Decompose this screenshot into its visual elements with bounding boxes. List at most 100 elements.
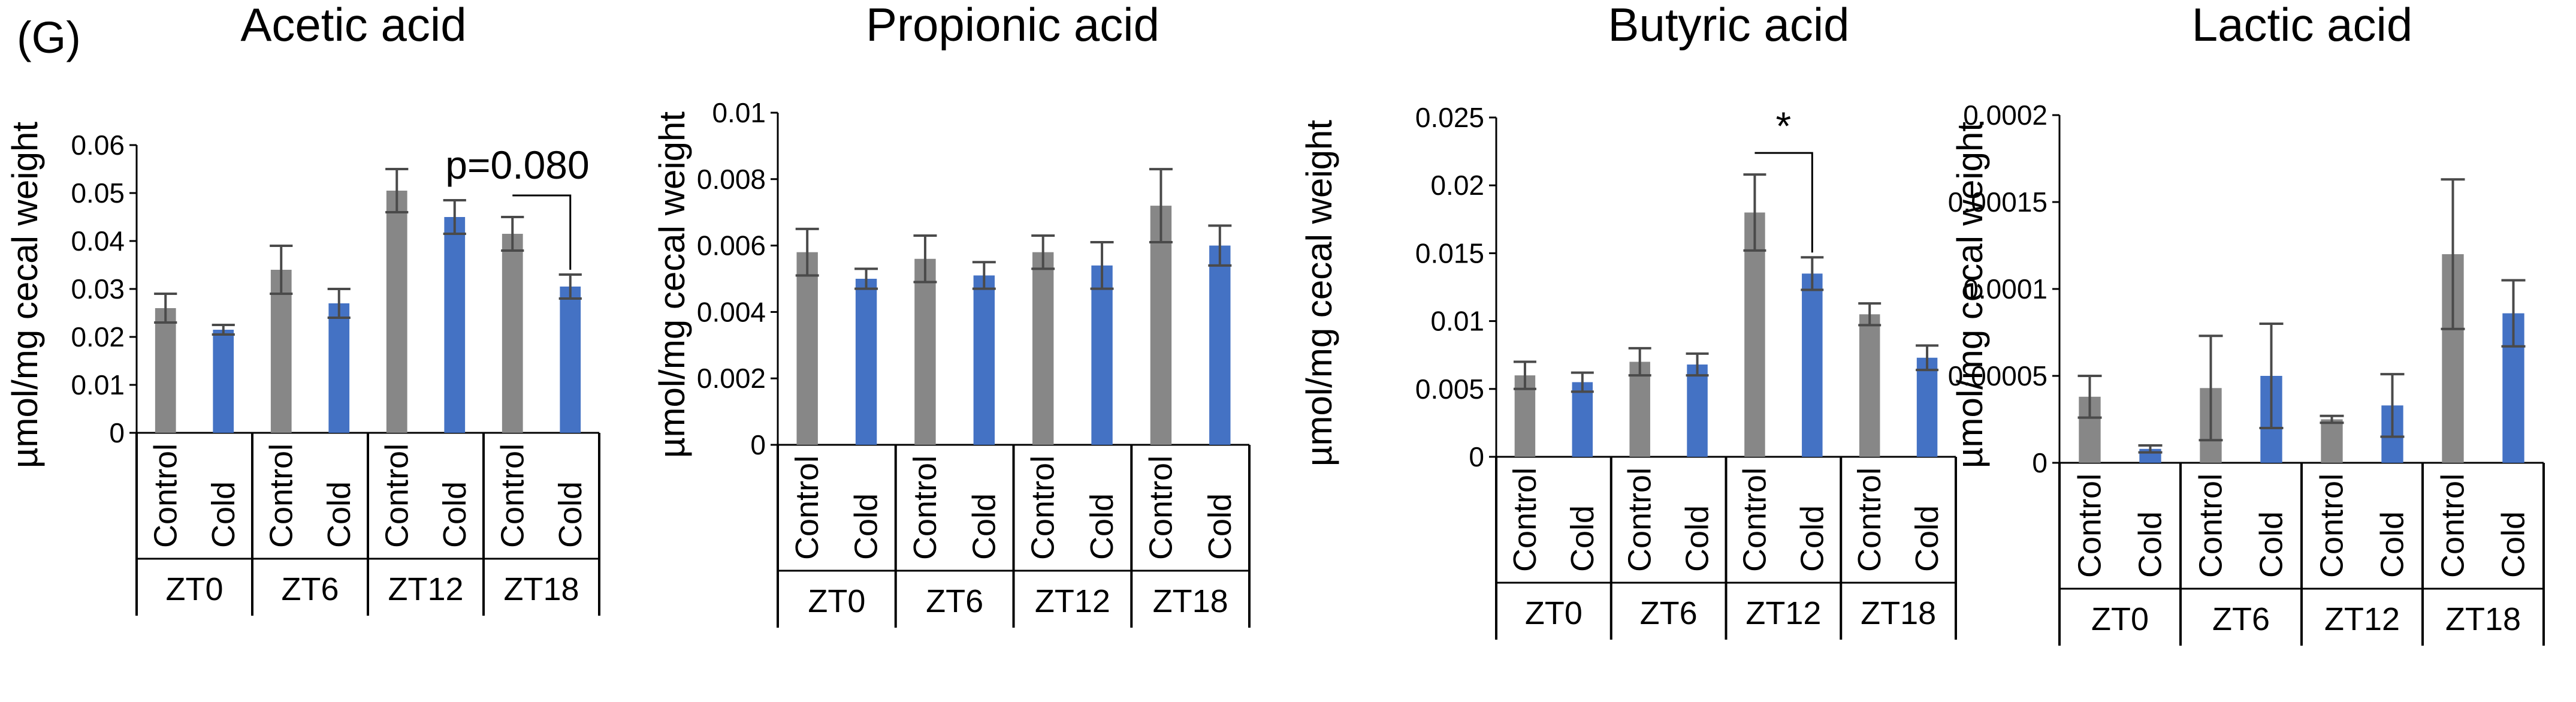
category-label: Control — [147, 444, 183, 548]
y-tick-label: 0 — [750, 429, 766, 460]
category-label: Control — [907, 456, 943, 560]
group-label: ZT6 — [2212, 601, 2270, 637]
chart-acetic-acid: Acetic acid µmol/mg cecal weight 0 0.01 0.02… — [5, 0, 600, 616]
significance-bracket — [1754, 152, 1813, 253]
y-tick-label: 0 — [2032, 447, 2047, 478]
category-label: Cold — [1794, 505, 1830, 572]
category-label: Cold — [1565, 505, 1600, 572]
chart-title: Butyric acid — [1608, 0, 1849, 51]
group-label: ZT0 — [165, 571, 223, 607]
significance-label: p=0.080 — [445, 143, 589, 187]
group-label: ZT0 — [808, 583, 865, 619]
category-label: Control — [1143, 456, 1179, 560]
bar-control — [1744, 212, 1765, 457]
category-label: Cold — [848, 493, 884, 560]
bar-control — [914, 258, 936, 445]
y-tick-label: 0.00005 — [1948, 360, 2047, 391]
y-tick-label: 0.00015 — [1948, 186, 2047, 218]
y-axis-label: µmol/mg cecal weight — [652, 112, 692, 458]
y-tick-label: 0.02 — [71, 321, 125, 352]
y-tick-label: 0.0002 — [1963, 100, 2047, 131]
y-tick-label: 0.03 — [71, 273, 125, 305]
group-label: ZT18 — [1153, 583, 1228, 619]
category-label: Control — [1737, 468, 1772, 572]
group-label: ZT18 — [1861, 595, 1936, 631]
y-axis-label: µmol/mg cecal weight — [1950, 122, 1990, 468]
category-label: Control — [2435, 474, 2471, 578]
group-label: ZT0 — [2091, 601, 2149, 637]
y-tick-label: 0.01 — [1430, 306, 1484, 337]
category-label: Cold — [1202, 493, 1238, 560]
chart-title: Lactic acid — [2192, 0, 2413, 51]
bar-cold — [560, 287, 581, 433]
category-label: Control — [789, 456, 825, 560]
group-label: ZT6 — [281, 571, 339, 607]
y-tick-label: 0.0001 — [1963, 273, 2047, 305]
group-label: ZT18 — [503, 571, 579, 607]
category-label: Cold — [206, 481, 241, 548]
category-label: Cold — [1084, 493, 1120, 560]
group-label: ZT12 — [2324, 601, 2400, 637]
bar-control — [155, 308, 176, 433]
category-label: Control — [1622, 468, 1658, 572]
bar-control — [270, 270, 292, 433]
bar-control — [386, 191, 407, 433]
y-tick-label: 0.05 — [71, 177, 125, 209]
bar-cold — [1209, 245, 1231, 445]
bar-control — [2321, 419, 2343, 463]
bar-cold — [1802, 273, 1823, 457]
category-label: Control — [263, 444, 299, 548]
bar-control — [502, 234, 523, 433]
y-tick-label: 0.02 — [1430, 170, 1484, 201]
bar-cold — [1572, 382, 1593, 457]
y-tick-label: 0 — [109, 417, 125, 448]
category-label: Cold — [1909, 505, 1945, 572]
y-tick-label: 0.015 — [1415, 237, 1484, 269]
y-tick-label: 0.06 — [71, 129, 125, 161]
bar-cold — [1687, 364, 1708, 457]
bar-cold — [973, 275, 995, 445]
category-label: Control — [2072, 474, 2108, 578]
bar-control — [1150, 206, 1172, 445]
category-label: Cold — [2375, 511, 2411, 578]
category-label: Cold — [1680, 505, 1716, 572]
category-label: Cold — [2254, 511, 2290, 578]
group-label: ZT12 — [388, 571, 463, 607]
chart-lactic-acid: Lactic acid µmol/mg cecal weight 0 0.00005 0… — [1948, 0, 2545, 646]
y-axis-label: µmol/mg cecal weight — [1299, 120, 1339, 466]
chart-title: Acetic acid — [240, 0, 466, 51]
bar-control — [796, 252, 818, 445]
significance-label: * — [1776, 104, 1792, 148]
chart-butyric-acid: Butyric acid µmol/mg cecal weight 0 0.005 0.… — [1299, 0, 1957, 640]
bar-cold — [444, 217, 466, 433]
bar-cold — [1091, 265, 1113, 445]
y-tick-label: 0.004 — [697, 296, 766, 327]
y-tick-label: 0 — [1469, 441, 1484, 472]
significance-bracket — [512, 194, 572, 270]
bar-control — [1859, 314, 1880, 457]
category-label: Control — [379, 444, 415, 548]
y-tick-label: 0.005 — [1415, 373, 1484, 405]
y-tick-label: 0.006 — [697, 230, 766, 261]
bar-cold — [328, 303, 350, 433]
category-label: Cold — [966, 493, 1002, 560]
category-label: Cold — [437, 481, 473, 548]
category-label: Control — [494, 444, 530, 548]
group-label: ZT6 — [1640, 595, 1698, 631]
category-label: Cold — [2496, 511, 2532, 578]
bar-control — [1629, 361, 1650, 457]
category-label: Control — [1507, 468, 1543, 572]
category-label: Control — [1025, 456, 1061, 560]
category-label: Control — [2314, 474, 2350, 578]
category-label: Cold — [552, 481, 588, 548]
bar-control — [1032, 252, 1054, 445]
group-label: ZT6 — [926, 583, 983, 619]
y-axis-label: µmol/mg cecal weight — [5, 122, 45, 468]
panel-label: (G) — [17, 13, 81, 62]
bar-cold — [855, 279, 877, 445]
y-tick-label: 0.01 — [712, 97, 766, 128]
category-label: Cold — [2133, 511, 2169, 578]
bar-cold — [1916, 357, 1938, 457]
y-tick-label: 0.002 — [697, 363, 766, 394]
